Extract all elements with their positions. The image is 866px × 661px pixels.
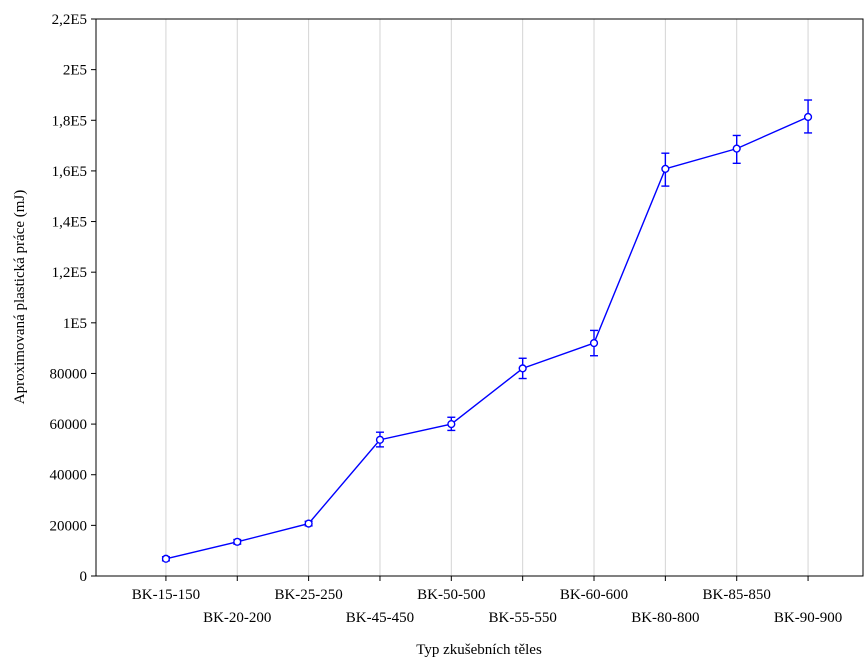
plot-frame — [95, 18, 864, 577]
x-tick-label: BK-90-900 — [774, 610, 842, 626]
x-tick-label: BK-85-850 — [703, 587, 771, 603]
data-point — [803, 112, 813, 122]
y-tick-label: 1E5 — [63, 316, 87, 332]
y-tick-label: 1,4E5 — [52, 215, 87, 231]
y-axis-ticks: 0 20000 40000 60000 80000 1E5 1,2E5 1,4E5 1,6E5 1… — [50, 12, 96, 585]
data-point — [161, 554, 171, 563]
data-point — [732, 144, 741, 153]
x-tick-label: BK-45-450 — [346, 610, 414, 626]
series-line-group — [161, 99, 813, 563]
data-point — [375, 435, 385, 444]
y-tick-label: 40000 — [50, 468, 88, 484]
y-tick-label: 20000 — [50, 518, 88, 534]
y-tick-label: 2,2E5 — [52, 12, 87, 28]
data-point — [447, 419, 456, 429]
y-tick-label: 1,2E5 — [52, 265, 87, 281]
y-tick-label: 0 — [80, 569, 88, 585]
x-gridlines — [165, 19, 809, 576]
x-tick-label: BK-80-800 — [631, 610, 699, 626]
series-line — [165, 116, 809, 560]
data-point — [518, 364, 527, 373]
y-axis-title: Aproximovaná plastická práce (mJ) — [12, 190, 28, 405]
y-tick-label: 2E5 — [63, 63, 87, 79]
x-axis-title: Typ zkušebních těles — [416, 642, 542, 658]
y-tick-label: 1,8E5 — [52, 113, 87, 129]
x-axis-ticks: BK-15-150BK-20-200BK-25-250BK-45-450BK-5… — [132, 576, 842, 626]
x-tick-label: BK-60-600 — [560, 587, 628, 603]
data-point — [304, 519, 313, 528]
x-tick-label: BK-25-250 — [274, 587, 342, 603]
x-tick-label: BK-15-150 — [132, 587, 200, 603]
data-point — [589, 338, 599, 348]
data-point — [661, 164, 670, 173]
y-tick-label: 1,6E5 — [52, 164, 87, 180]
y-tick-label: 80000 — [50, 366, 88, 382]
x-tick-label: BK-20-200 — [203, 610, 271, 626]
x-tick-label: BK-55-550 — [489, 610, 557, 626]
y-tick-label: 60000 — [50, 417, 88, 433]
data-point — [233, 537, 242, 546]
x-tick-label: BK-50-500 — [417, 587, 485, 603]
